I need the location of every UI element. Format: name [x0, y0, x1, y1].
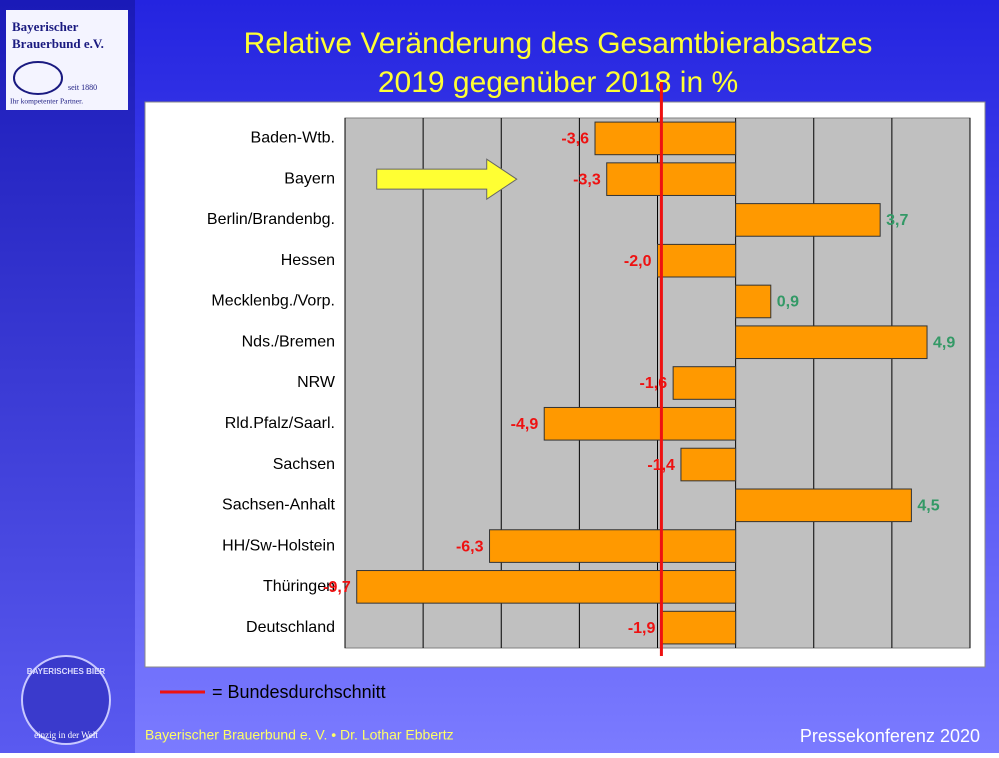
y-tick-label: Mecklenbg./Vorp. — [211, 293, 335, 310]
value-label: 4,5 — [917, 498, 939, 515]
chart-title: 2019 gegenüber 2018 in % — [378, 66, 738, 99]
legend-label: = Bundesdurchschnitt — [212, 682, 386, 702]
highlight-arrow — [376, 158, 518, 201]
seal-bottom: einzig in der Welt — [34, 730, 98, 740]
y-tick-label: Sachsen-Anhalt — [222, 497, 336, 514]
bar — [660, 610, 737, 645]
bar — [489, 529, 737, 563]
value-label: 0,9 — [777, 294, 799, 311]
bar — [735, 325, 928, 360]
y-tick-label: Sachsen — [273, 456, 335, 473]
value-label: 3,7 — [886, 212, 908, 229]
y-tick-label: Rld.Pfalz/Saarl. — [225, 415, 335, 432]
y-tick-label: Nds./Bremen — [242, 333, 335, 350]
bar — [735, 488, 912, 523]
bar — [606, 162, 737, 196]
value-label: -6,3 — [456, 538, 484, 555]
bar — [672, 366, 737, 400]
value-label: -9,7 — [323, 579, 351, 596]
seal-top: BAYERISCHES BIER — [27, 667, 106, 676]
footer-left: Bayerischer Brauerbund e. V. • Dr. Lotha… — [145, 727, 454, 743]
y-tick-label: Berlin/Brandenbg. — [207, 211, 335, 228]
y-tick-label: HH/Sw-Holstein — [222, 537, 335, 554]
bar — [594, 121, 737, 156]
y-tick-label: Baden-Wtb. — [251, 130, 335, 147]
logo-box — [6, 10, 128, 110]
value-label: -3,6 — [561, 131, 589, 148]
y-tick-label: Thüringen — [263, 578, 335, 595]
value-label: -1,9 — [628, 620, 656, 637]
logo-name: Brauerbund e.V. — [12, 36, 104, 51]
y-tick-label: NRW — [297, 374, 336, 391]
value-label: -4,9 — [511, 416, 539, 433]
footer-right: Pressekonferenz 2020 — [800, 726, 980, 746]
value-label: 4,9 — [933, 334, 955, 351]
y-tick-label: Deutschland — [246, 619, 335, 636]
logo-claim: Ihr kompetenter Partner. — [10, 97, 83, 106]
bar — [735, 284, 772, 319]
bar — [680, 447, 737, 482]
sidebar — [0, 0, 135, 753]
bar — [543, 406, 737, 441]
logo-name: Bayerischer — [12, 19, 79, 34]
y-tick-label: Hessen — [281, 252, 335, 269]
logo-emblem — [13, 61, 63, 95]
chart-title: Relative Veränderung des Gesamtbierabsat… — [244, 27, 873, 60]
bar — [356, 570, 737, 604]
value-label: -2,0 — [624, 253, 652, 270]
logo-since: seit 1880 — [68, 83, 97, 92]
bar — [735, 203, 881, 237]
value-label: -3,3 — [573, 171, 601, 188]
y-tick-label: Bayern — [284, 170, 335, 187]
plot: Baden-Wtb. -3,6 Bayern -3,3 Berlin/Brandenbg… — [207, 82, 971, 656]
bar — [657, 243, 737, 278]
seal — [21, 655, 111, 745]
value-label: -1,6 — [640, 375, 668, 392]
